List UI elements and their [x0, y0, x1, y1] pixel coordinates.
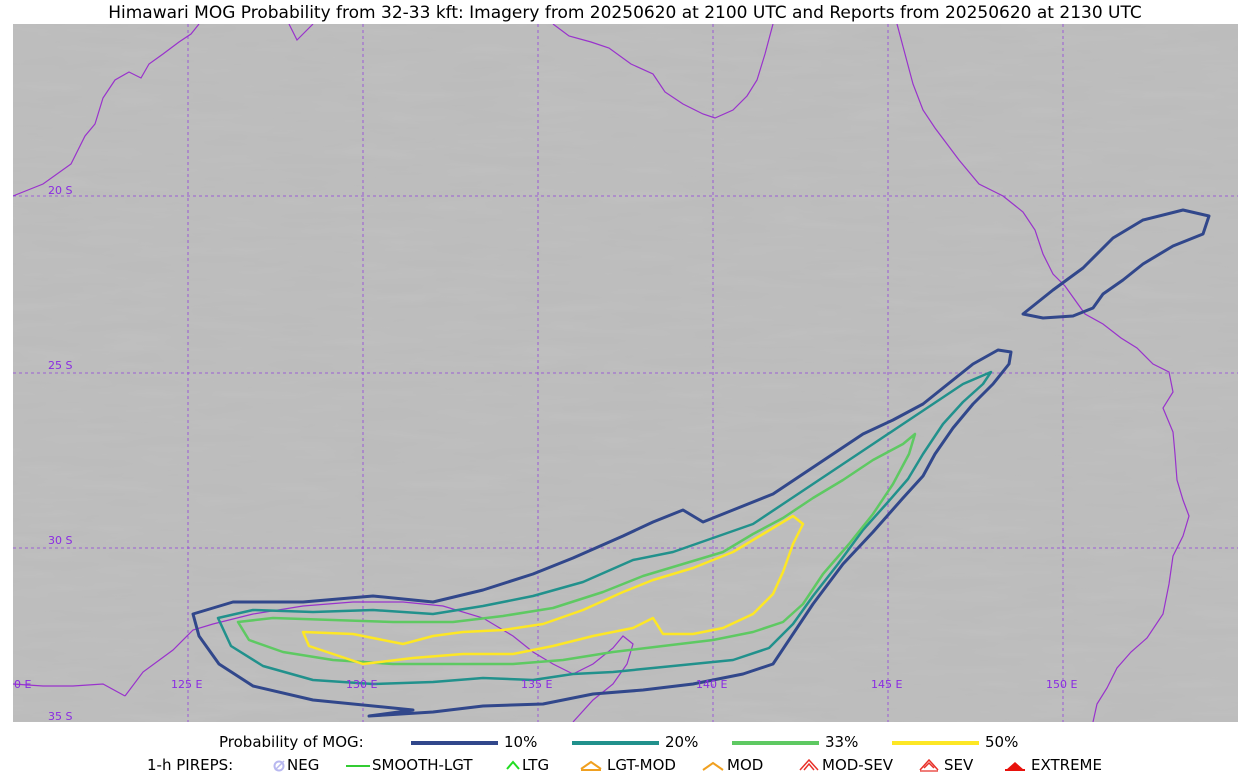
lon-label-150e: 150 E [1046, 678, 1077, 691]
lon-label-130e: 130 E [346, 678, 377, 691]
lgt-mod-icon [580, 760, 602, 771]
pirep-label-mod: MOD [727, 756, 764, 774]
pirep-label-extreme: EXTREME [1031, 756, 1102, 774]
map-title: Himawari MOG Probability from 32-33 kft:… [108, 3, 1142, 23]
legend-line-33pct [732, 741, 819, 745]
legend-label-50pct: 50% [985, 733, 1019, 751]
coastline-east [896, 24, 1190, 722]
pirep-label-neg: NEG [287, 756, 320, 774]
legend-line-20pct [572, 741, 659, 745]
lon-labels: 120 E 125 E 130 E 135 E 140 E 145 E 150 … [13, 678, 1077, 691]
extreme-icon [1005, 762, 1025, 771]
lon-label-120e: 120 E [13, 678, 31, 691]
satellite-map: 20 S 25 S 30 S 35 S 120 E 125 E 130 E 13… [13, 24, 1238, 722]
contour-50pct [301, 514, 805, 666]
ltg-icon [506, 760, 520, 770]
legend-label-33pct: 33% [825, 733, 859, 751]
lon-label-140e: 140 E [696, 678, 727, 691]
mod-icon [702, 761, 724, 771]
coastline-north [288, 24, 774, 119]
gridlines [13, 24, 1238, 722]
lat-label-20s: 20 S [48, 184, 72, 197]
coastline-southwest [13, 683, 126, 697]
smooth-lgt-icon [346, 765, 370, 767]
contour-20pct [216, 370, 993, 686]
legend-label-20pct: 20% [665, 733, 699, 751]
probability-legend-label: Probability of MOG: [219, 733, 364, 751]
pirep-label-ltg: LTG [522, 756, 550, 774]
contour-10pct-north [1021, 208, 1211, 320]
lon-label-145e: 145 E [871, 678, 902, 691]
pirep-label-lgt-mod: LGT-MOD [607, 756, 676, 774]
legend-line-10pct [411, 741, 498, 745]
mod-sev-icon [799, 758, 819, 771]
mog-contours [191, 208, 1211, 718]
pireps-legend-label: 1-h PIREPS: [147, 756, 234, 774]
contour-33pct [236, 432, 917, 666]
map-canvas: 20 S 25 S 30 S 35 S 120 E 125 E 130 E 13… [13, 24, 1238, 722]
lon-label-135e: 135 E [521, 678, 552, 691]
lat-labels: 20 S 25 S 30 S 35 S [48, 184, 72, 722]
sev-icon [919, 758, 939, 772]
neg-icon [273, 760, 285, 772]
lat-label-35s: 35 S [48, 710, 72, 722]
legend-label-10pct: 10% [504, 733, 538, 751]
lat-label-25s: 25 S [48, 359, 72, 372]
contour-10pct [191, 348, 1013, 718]
lon-label-125e: 125 E [171, 678, 202, 691]
pirep-label-sev: SEV [944, 756, 974, 774]
probability-legend: Probability of MOG: 10% 20% 33% 50% [0, 733, 1250, 753]
pirep-label-smooth-lgt: SMOOTH-LGT [372, 756, 473, 774]
lat-label-30s: 30 S [48, 534, 72, 547]
pirep-label-mod-sev: MOD-SEV [822, 756, 893, 774]
legend-line-50pct [892, 741, 979, 745]
pireps-legend: 1-h PIREPS: NEG SMOOTH-LGT LTG LGT-MOD M… [0, 756, 1250, 776]
coastline-west [13, 24, 200, 197]
